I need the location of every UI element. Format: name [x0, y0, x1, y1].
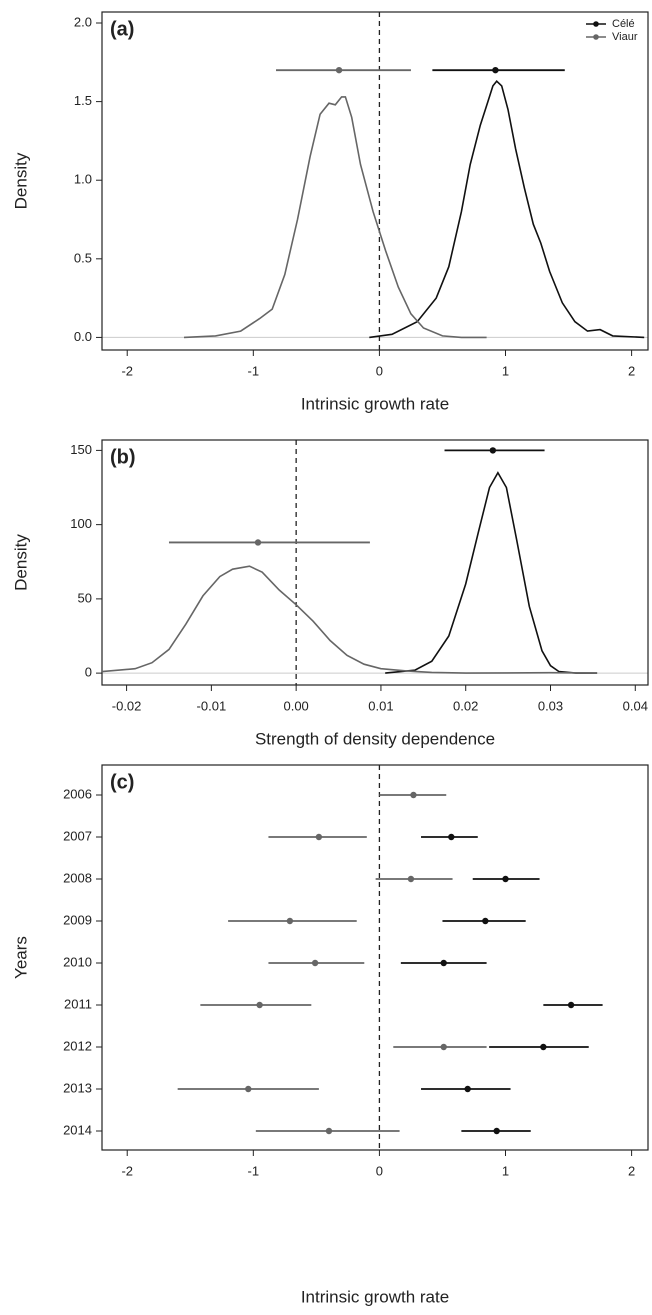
y-tick-label: 2.0 — [74, 14, 92, 29]
y-tick-label: 1.5 — [74, 93, 92, 108]
legend-label: Célé — [612, 18, 635, 30]
y-tick-label: 2007 — [63, 828, 92, 843]
estimate-point — [448, 833, 455, 841]
x-tick-label: 2 — [628, 363, 635, 378]
density-curve — [101, 565, 598, 674]
y-tick-label: 2010 — [63, 954, 92, 969]
estimate-point — [315, 833, 323, 841]
y-tick-label: 0 — [85, 665, 92, 680]
estimate-point — [254, 539, 262, 546]
density-curve — [369, 80, 645, 339]
estimate-point — [492, 66, 499, 74]
y-tick-label: 0.5 — [74, 250, 92, 265]
legend-label: Viaur — [612, 31, 638, 43]
legend-marker — [593, 34, 599, 40]
y-tick-label: 0.0 — [74, 329, 92, 344]
x-axis-label: Intrinsic growth rate — [301, 394, 449, 413]
x-tick-label: 0 — [376, 363, 383, 378]
y-tick-label: 150 — [70, 442, 92, 457]
estimate-point — [489, 447, 497, 454]
density-curve — [183, 96, 487, 339]
estimate-point — [325, 1127, 333, 1135]
x-tick-label: -0.01 — [197, 698, 227, 713]
plot-frame — [101, 11, 649, 351]
panel-label: (b) — [110, 446, 136, 468]
x-tick-label: 0.00 — [283, 698, 308, 713]
y-tick-label: 1.0 — [74, 172, 92, 187]
y-tick-label: 100 — [70, 516, 92, 531]
y-tick-label: 2008 — [63, 870, 92, 885]
estimate-point — [335, 66, 343, 74]
estimate-point — [245, 1085, 252, 1093]
x-tick-label: 1 — [502, 363, 509, 378]
legend-marker — [593, 21, 599, 27]
estimate-point — [540, 1043, 547, 1051]
y-axis-label: Years — [11, 936, 30, 979]
x-tick-label: 0.01 — [368, 698, 393, 713]
x-tick-label: -2 — [121, 1163, 133, 1178]
y-tick-label: 2014 — [63, 1122, 92, 1137]
x-axis-label: Intrinsic growth rate — [301, 1287, 449, 1306]
estimate-point — [440, 1043, 447, 1051]
y-tick-label: 2011 — [64, 996, 92, 1011]
x-tick-label: 2 — [628, 1163, 635, 1178]
estimate-point — [410, 791, 417, 799]
y-tick-label: 50 — [78, 590, 92, 605]
x-tick-label: 0.02 — [453, 698, 478, 713]
panel-label: (c) — [110, 771, 134, 793]
y-tick-label: 2013 — [63, 1080, 92, 1095]
y-tick-label: 2006 — [63, 786, 92, 801]
estimate-point — [286, 917, 294, 925]
x-axis-label: Strength of density dependence — [255, 729, 495, 748]
estimate-point — [567, 1001, 575, 1009]
x-tick-label: 0.03 — [538, 698, 563, 713]
estimate-point — [256, 1001, 263, 1009]
x-tick-label: -0.02 — [112, 698, 142, 713]
estimate-point — [464, 1085, 471, 1093]
plot-frame — [101, 439, 649, 686]
x-tick-label: 0.04 — [623, 698, 648, 713]
y-axis-label: Density — [11, 534, 30, 591]
x-tick-label: -1 — [248, 1163, 260, 1178]
estimate-point — [407, 875, 415, 883]
x-tick-label: -2 — [121, 363, 133, 378]
estimate-point — [311, 959, 319, 967]
x-tick-label: -1 — [248, 363, 260, 378]
y-tick-label: 2009 — [63, 912, 92, 927]
panel-label: (a) — [110, 18, 134, 40]
x-tick-label: 1 — [502, 1163, 509, 1178]
estimate-point — [482, 917, 489, 925]
y-axis-label: Density — [11, 152, 30, 209]
density-curve — [385, 471, 598, 674]
estimate-point — [493, 1127, 500, 1135]
estimate-point — [502, 875, 509, 883]
x-tick-label: 0 — [376, 1163, 383, 1178]
estimate-point — [440, 959, 447, 967]
plot-frame — [101, 764, 649, 1151]
y-tick-label: 2012 — [63, 1038, 92, 1053]
